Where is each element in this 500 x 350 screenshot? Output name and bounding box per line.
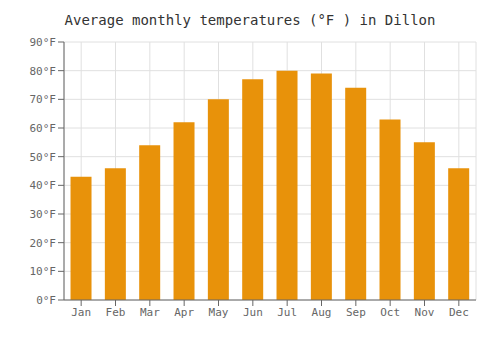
svg-text:May: May	[209, 306, 229, 319]
svg-text:Dec: Dec	[449, 306, 469, 319]
svg-text:90°F: 90°F	[30, 36, 57, 49]
svg-text:60°F: 60°F	[30, 122, 57, 135]
svg-text:40°F: 40°F	[30, 179, 57, 192]
svg-text:Aug: Aug	[312, 306, 332, 319]
svg-text:Oct: Oct	[380, 306, 400, 319]
svg-text:80°F: 80°F	[30, 65, 57, 78]
svg-text:Mar: Mar	[140, 306, 160, 319]
svg-text:Apr: Apr	[174, 306, 194, 319]
svg-text:Jul: Jul	[277, 306, 297, 319]
svg-text:70°F: 70°F	[30, 93, 57, 106]
html-text:Average monthly temperatures (: Average monthly temperatures (°F ) in Di…	[64, 12, 436, 28]
svg-text:Feb: Feb	[106, 306, 126, 319]
svg-text:20°F: 20°F	[30, 237, 57, 250]
svg-text:Nov: Nov	[415, 306, 435, 319]
svg-text:0°F: 0°F	[36, 294, 56, 307]
svg-text:Sep: Sep	[346, 306, 366, 319]
svg-text:Jun: Jun	[243, 306, 263, 319]
svg-text:10°F: 10°F	[30, 265, 57, 278]
svg-text:50°F: 50°F	[30, 151, 57, 164]
svg-text:Jan: Jan	[71, 306, 91, 319]
svg-text:30°F: 30°F	[30, 208, 57, 221]
